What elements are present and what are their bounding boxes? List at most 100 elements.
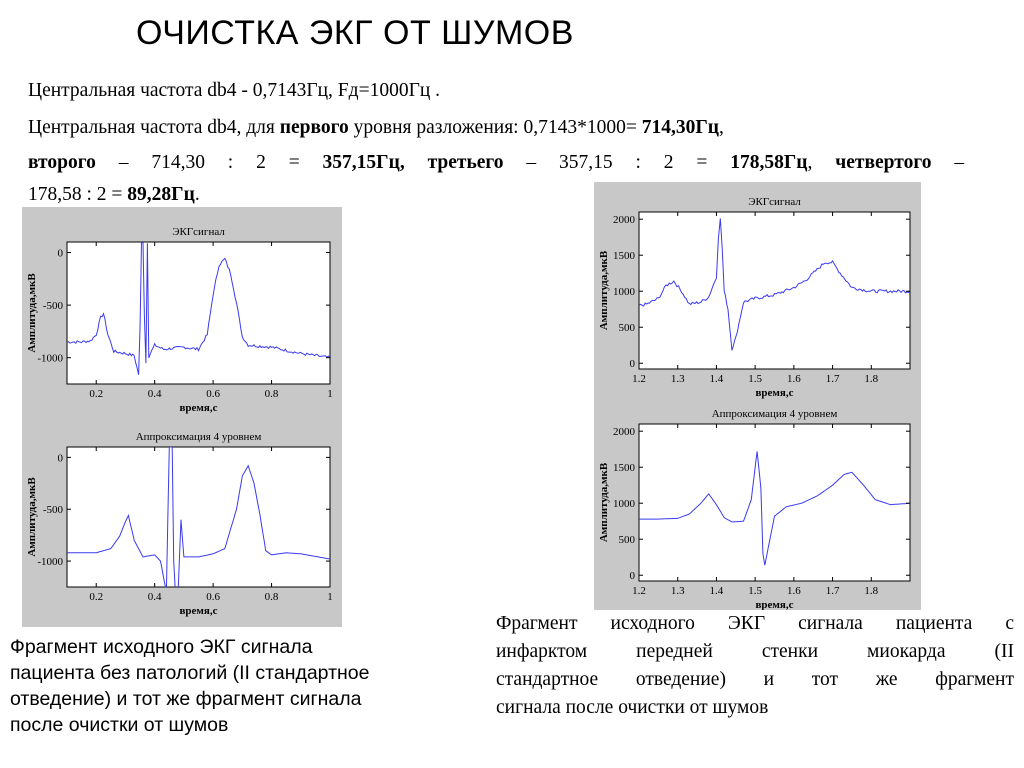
caption-right-line: стандартное отведение) и тот же фрагмент bbox=[496, 669, 1014, 690]
x-tick-label: 1.8 bbox=[864, 373, 878, 385]
chart-ecg-infarct-approx: 1.2 1.3 1.4 1.5 1.6 1.7 1.8 2000 1500 1000 500 0 Апп… bbox=[598, 408, 911, 610]
text-line-3-i: – bbox=[526, 152, 537, 173]
y-tick-label: -500 bbox=[43, 300, 64, 312]
x-axis-label: время,с bbox=[179, 605, 217, 617]
text-line-4: 178,58 : 2 = 89,28Гц. bbox=[28, 184, 200, 206]
plot-area bbox=[66, 241, 331, 385]
y-tick-label: 1500 bbox=[613, 462, 636, 474]
figure-infarct-ecg-svg: 1.2 1.3 1.4 1.5 1.6 1.7 1.8 2000 1500 1000 500 0 ЭКГ… bbox=[598, 196, 911, 610]
x-tick-label: 0.8 bbox=[265, 591, 279, 603]
series-line bbox=[67, 242, 330, 375]
y-tick-label: 500 bbox=[619, 322, 636, 334]
y-tick-label: 1500 bbox=[613, 250, 636, 262]
x-tick-label: 1.4 bbox=[710, 585, 724, 597]
text-line-3-b: – bbox=[118, 152, 129, 173]
text-line-3-f: = bbox=[288, 152, 300, 173]
caption-left-line: отведение) и тот же фрагмент сигнала bbox=[10, 688, 362, 710]
x-tick-label: 0.6 bbox=[206, 591, 220, 603]
text-line-3-k: : bbox=[635, 152, 641, 173]
chart-ecg-normal-approx: 0.2 0.4 0.6 0.8 1 0 -500 -1000 Аппроксимация 4 у… bbox=[26, 431, 333, 617]
caption-left-line: после очистки от шумов bbox=[10, 714, 229, 736]
y-tick-label: 2000 bbox=[613, 426, 636, 438]
text-line-3-o: , bbox=[807, 152, 813, 173]
text-line-1: Центральная частота db4 - 0,7143Гц, Fд=1… bbox=[28, 80, 441, 101]
chart-ecg-infarct-raw: 1.2 1.3 1.4 1.5 1.6 1.7 1.8 2000 1500 1000 500 0 ЭКГ… bbox=[598, 196, 911, 399]
text-line-4-a: 178,58 : 2 = bbox=[28, 184, 128, 205]
y-axis-label: Амплитуда,мкВ bbox=[598, 250, 610, 330]
x-tick-label: 1.5 bbox=[748, 373, 762, 385]
x-tick-label: 0.8 bbox=[265, 388, 279, 400]
text-line-2-e: , bbox=[719, 117, 724, 138]
y-tick-label: 0 bbox=[58, 248, 64, 260]
text-line-2-c: уровня разложения: 0,7143*1000= bbox=[348, 117, 642, 138]
y-axis-label: Амплитуда,мкВ bbox=[26, 477, 38, 557]
chart-title: Аппроксимация 4 уровнем bbox=[136, 431, 262, 443]
plot-area bbox=[66, 446, 331, 588]
text-line-3-m: = bbox=[696, 152, 708, 173]
chart-title: ЭКГсигнал bbox=[172, 226, 225, 238]
figure-infarct-ecg: 1.2 1.3 1.4 1.5 1.6 1.7 1.8 2000 1500 1000 500 0 ЭКГ… bbox=[594, 182, 921, 610]
series-line bbox=[639, 451, 910, 566]
chart-ecg-normal-raw: 0.2 0.4 0.6 0.8 1 0 -500 -1000 ЭКГсигнал время,с А… bbox=[26, 226, 333, 414]
figure-normal-ecg-svg: 0.2 0.4 0.6 0.8 1 0 -500 -1000 ЭКГсигнал время,с А… bbox=[26, 226, 333, 617]
text-line-2: Центральная частота db4, для первого уро… bbox=[28, 117, 724, 139]
chart-title: ЭКГсигнал bbox=[748, 196, 801, 208]
text-line-3-a: второго bbox=[28, 152, 96, 173]
text-line-3-q: – bbox=[954, 152, 965, 173]
x-tick-label: 0.2 bbox=[89, 591, 103, 603]
text-line-3-p: четвертого bbox=[835, 152, 932, 173]
x-axis-label: время,с bbox=[755, 599, 793, 610]
y-tick-label: 1000 bbox=[613, 498, 636, 510]
text-line-2-a: Центральная частота db4, для bbox=[28, 117, 280, 138]
x-tick-label: 0.6 bbox=[206, 388, 220, 400]
figure-normal-ecg: 0.2 0.4 0.6 0.8 1 0 -500 -1000 ЭКГсигнал время,с А… bbox=[22, 207, 342, 627]
text-line-2-b: первого bbox=[279, 117, 349, 138]
plot-area bbox=[638, 423, 911, 582]
x-tick-label: 1.6 bbox=[787, 585, 801, 597]
x-tick-label: 1.7 bbox=[826, 373, 840, 385]
series-line bbox=[67, 447, 330, 587]
x-axis-label: время,с bbox=[755, 387, 793, 399]
text-line-3-g: 357,15Гц, bbox=[322, 152, 405, 173]
text-line-3-d: : bbox=[227, 152, 234, 173]
y-tick-label: -1000 bbox=[37, 353, 63, 365]
text-line-3-h: третьего bbox=[427, 152, 504, 173]
caption-left-line: Фрагмент исходного ЭКГ сигнала bbox=[10, 636, 313, 658]
x-tick-label: 1.2 bbox=[632, 585, 646, 597]
caption-right-line: инфарктом передней стенки миокарда (II bbox=[496, 641, 1014, 662]
text-line-3-j: 357,15 bbox=[559, 152, 613, 173]
caption-right: Фрагмент исходного ЭКГ сигнала пациента … bbox=[496, 610, 1014, 722]
x-tick-label: 1.8 bbox=[864, 585, 878, 597]
y-tick-label: 0 bbox=[630, 358, 636, 370]
x-tick-label: 1.7 bbox=[826, 585, 840, 597]
x-tick-label: 1.4 bbox=[710, 373, 724, 385]
text-line-3-e: 2 bbox=[256, 152, 266, 173]
y-axis-label: Амплитуда,мкВ bbox=[598, 462, 610, 542]
x-tick-label: 0.4 bbox=[148, 591, 162, 603]
text-line-4-b: 89,28Гц bbox=[127, 184, 195, 205]
y-tick-label: 500 bbox=[619, 534, 636, 546]
text-line-3-n: 178,58Гц bbox=[730, 152, 808, 173]
plot-area bbox=[638, 211, 911, 370]
text-line-3-c: 714,30 bbox=[151, 152, 205, 173]
x-tick-label: 1 bbox=[327, 591, 333, 603]
y-tick-label: 0 bbox=[630, 570, 636, 582]
y-tick-label: -500 bbox=[43, 504, 64, 516]
text-line-2-d: 714,30Гц bbox=[641, 117, 719, 138]
y-tick-label: 2000 bbox=[613, 214, 636, 226]
x-tick-label: 0.4 bbox=[148, 388, 162, 400]
y-tick-label: 1000 bbox=[613, 286, 636, 298]
caption-right-line: сигнала после очистки от шумов bbox=[496, 697, 769, 718]
y-axis-label: Амплитуда,мкВ bbox=[26, 273, 38, 353]
x-tick-label: 0.2 bbox=[89, 388, 103, 400]
caption-right-line: Фрагмент исходного ЭКГ сигнала пациента … bbox=[496, 613, 1014, 634]
text-line-3-l: 2 bbox=[663, 152, 674, 173]
caption-left-line: пациента без патологий (II стандартное bbox=[10, 662, 370, 684]
y-tick-label: -1000 bbox=[37, 556, 63, 568]
x-axis-label: время,с bbox=[179, 402, 217, 414]
y-tick-label: 0 bbox=[58, 452, 64, 464]
x-tick-label: 1.6 bbox=[787, 373, 801, 385]
text-line-4-c: . bbox=[194, 184, 200, 205]
x-tick-label: 1 bbox=[327, 388, 333, 400]
chart-title: Аппроксимация 4 уровнем bbox=[712, 408, 838, 420]
